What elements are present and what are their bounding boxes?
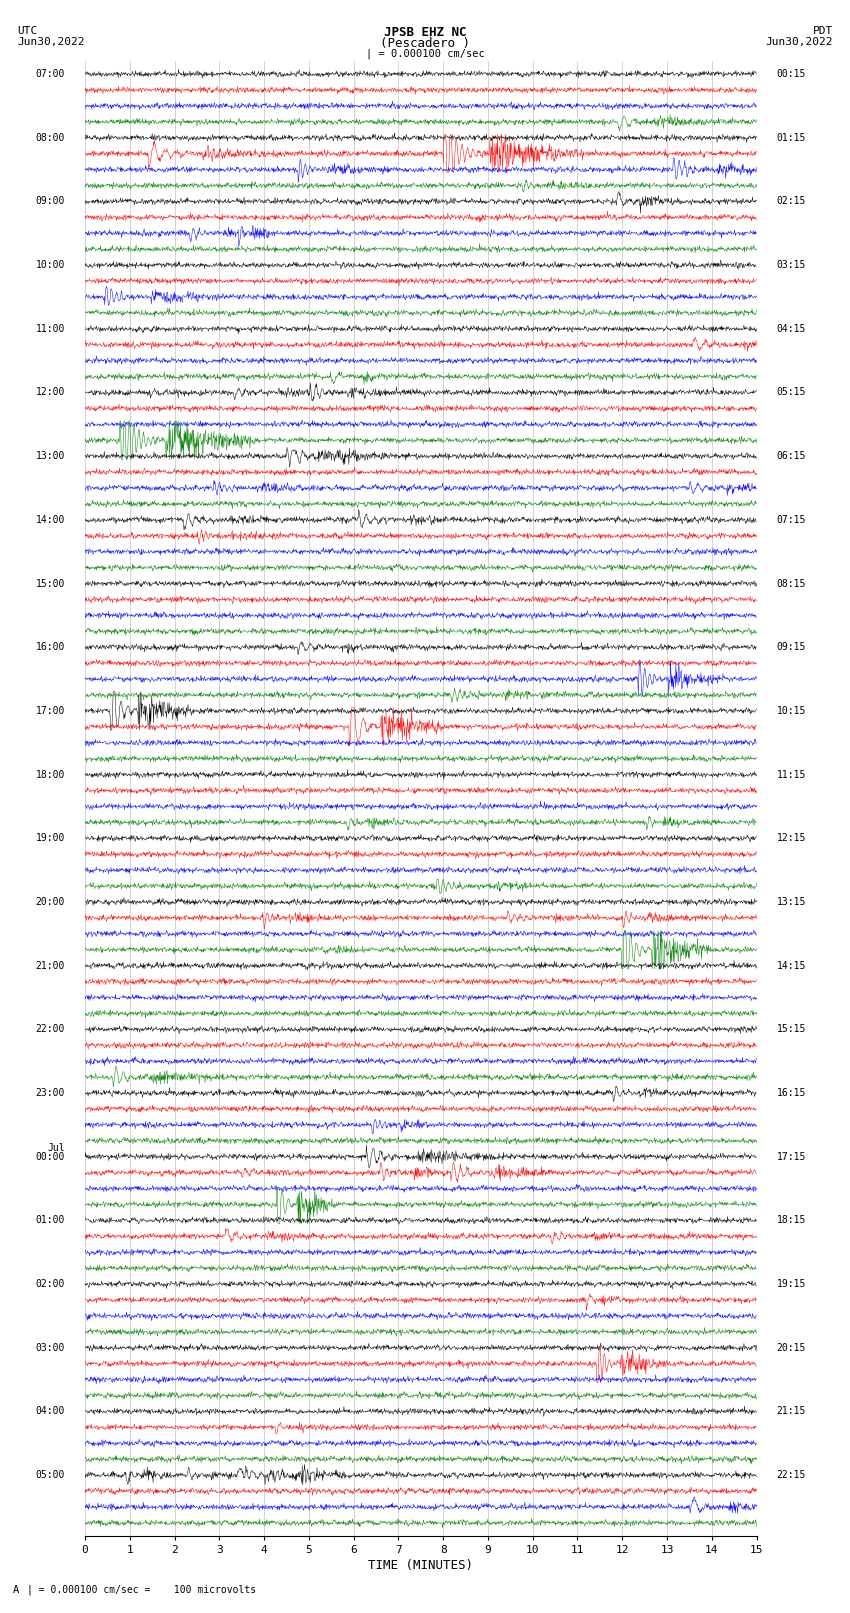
Text: 19:15: 19:15 [777, 1279, 806, 1289]
Text: 03:00: 03:00 [36, 1342, 65, 1353]
Text: 15:00: 15:00 [36, 579, 65, 589]
Text: 11:15: 11:15 [777, 769, 806, 779]
Text: 03:15: 03:15 [777, 260, 806, 269]
Text: 09:15: 09:15 [777, 642, 806, 652]
Text: 12:15: 12:15 [777, 834, 806, 844]
Text: 01:15: 01:15 [777, 132, 806, 142]
Text: 20:00: 20:00 [36, 897, 65, 907]
Text: 02:00: 02:00 [36, 1279, 65, 1289]
Text: 18:00: 18:00 [36, 769, 65, 779]
Text: 05:00: 05:00 [36, 1469, 65, 1481]
Text: 15:15: 15:15 [777, 1024, 806, 1034]
Text: 14:00: 14:00 [36, 515, 65, 524]
Text: (Pescadero ): (Pescadero ) [380, 37, 470, 50]
Text: 05:15: 05:15 [777, 387, 806, 397]
Text: 13:15: 13:15 [777, 897, 806, 907]
Text: 17:00: 17:00 [36, 706, 65, 716]
Text: 22:00: 22:00 [36, 1024, 65, 1034]
Text: | = 0.000100 cm/sec: | = 0.000100 cm/sec [366, 48, 484, 60]
Text: 00:15: 00:15 [777, 69, 806, 79]
Text: 16:15: 16:15 [777, 1089, 806, 1098]
Text: 08:00: 08:00 [36, 132, 65, 142]
X-axis label: TIME (MINUTES): TIME (MINUTES) [368, 1558, 473, 1571]
Text: 17:15: 17:15 [777, 1152, 806, 1161]
Text: 04:00: 04:00 [36, 1407, 65, 1416]
Text: 02:15: 02:15 [777, 197, 806, 206]
Text: 09:00: 09:00 [36, 197, 65, 206]
Text: 22:15: 22:15 [777, 1469, 806, 1481]
Text: 08:15: 08:15 [777, 579, 806, 589]
Text: 16:00: 16:00 [36, 642, 65, 652]
Text: PDT: PDT [813, 26, 833, 35]
Text: A: A [13, 1586, 19, 1595]
Text: 20:15: 20:15 [777, 1342, 806, 1353]
Text: 04:15: 04:15 [777, 324, 806, 334]
Text: 07:00: 07:00 [36, 69, 65, 79]
Text: UTC: UTC [17, 26, 37, 35]
Text: 21:00: 21:00 [36, 961, 65, 971]
Text: 21:15: 21:15 [777, 1407, 806, 1416]
Text: 19:00: 19:00 [36, 834, 65, 844]
Text: Jun30,2022: Jun30,2022 [17, 37, 84, 47]
Text: 13:00: 13:00 [36, 452, 65, 461]
Text: JPSB EHZ NC: JPSB EHZ NC [383, 26, 467, 39]
Text: 11:00: 11:00 [36, 324, 65, 334]
Text: 14:15: 14:15 [777, 961, 806, 971]
Text: Jun30,2022: Jun30,2022 [766, 37, 833, 47]
Text: 01:00: 01:00 [36, 1215, 65, 1226]
Text: 07:15: 07:15 [777, 515, 806, 524]
Text: 12:00: 12:00 [36, 387, 65, 397]
Text: 23:00: 23:00 [36, 1089, 65, 1098]
Text: | = 0.000100 cm/sec =    100 microvolts: | = 0.000100 cm/sec = 100 microvolts [27, 1584, 257, 1595]
Text: 06:15: 06:15 [777, 452, 806, 461]
Text: 00:00: 00:00 [36, 1152, 65, 1161]
Text: Jul: Jul [48, 1144, 65, 1153]
Text: 10:15: 10:15 [777, 706, 806, 716]
Text: 10:00: 10:00 [36, 260, 65, 269]
Text: 18:15: 18:15 [777, 1215, 806, 1226]
